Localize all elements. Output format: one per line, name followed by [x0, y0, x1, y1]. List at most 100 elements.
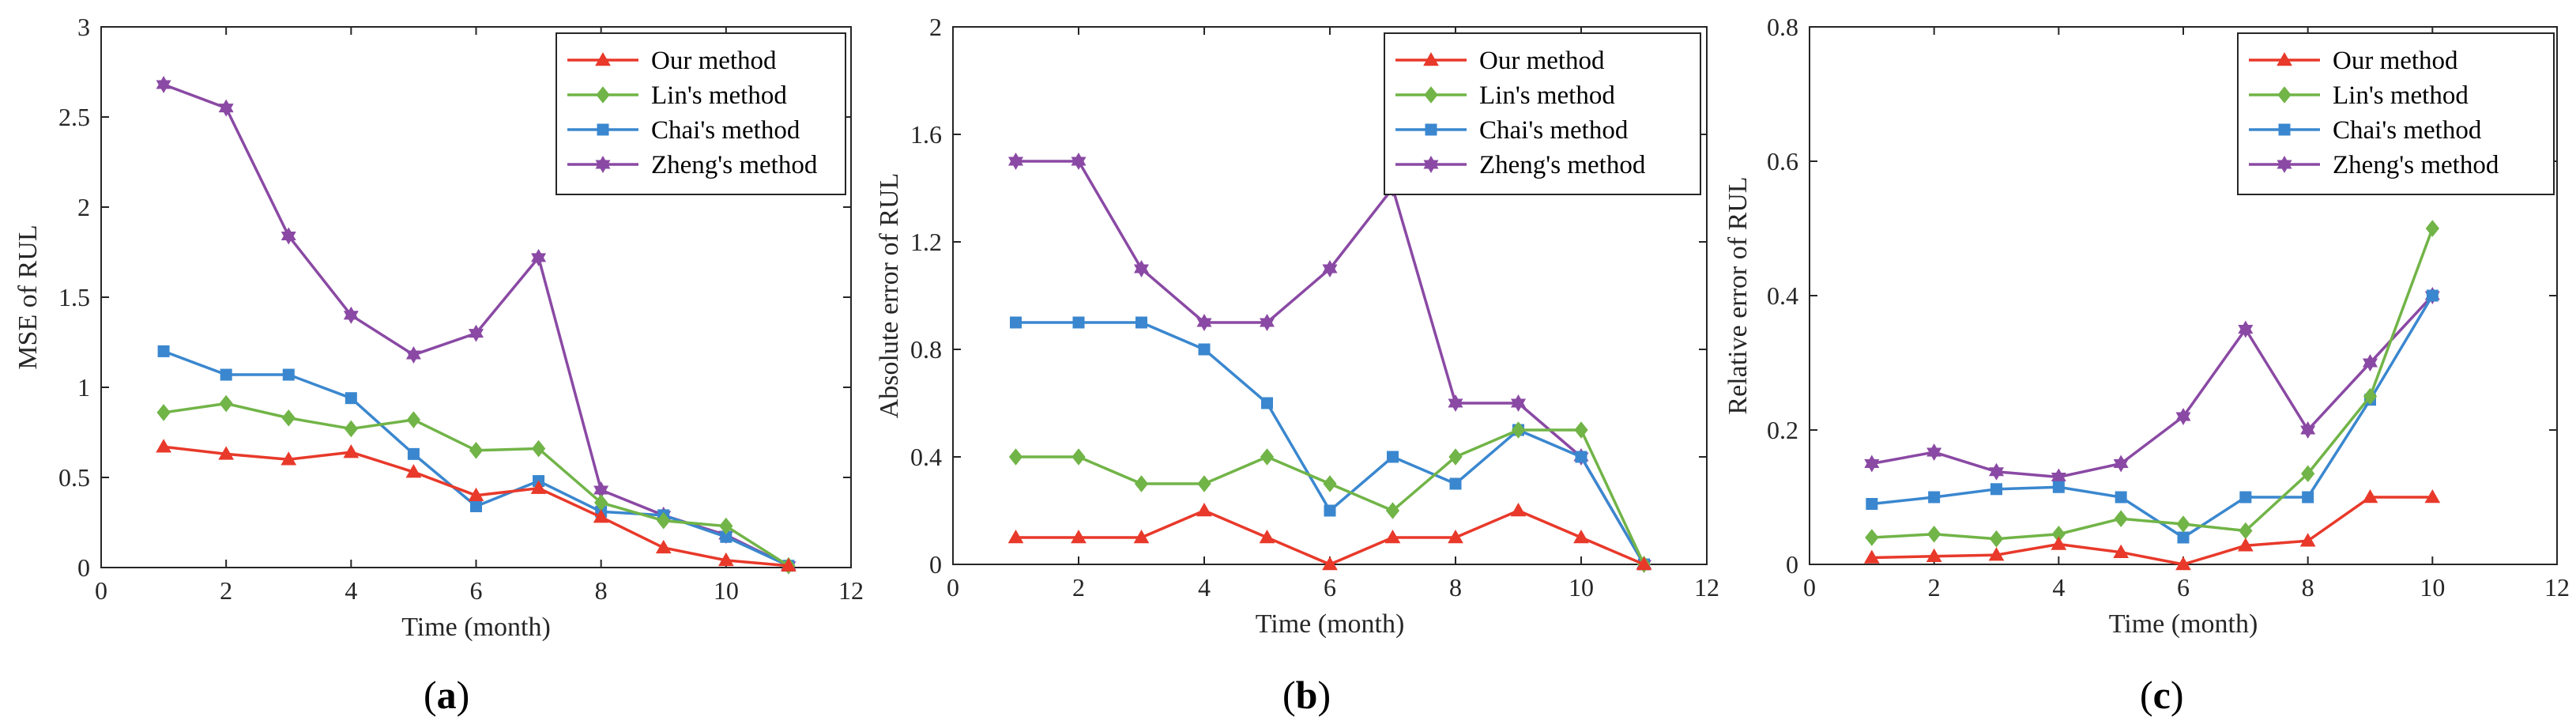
data-point-our: [156, 439, 171, 453]
x-tick-label: 12: [838, 576, 864, 605]
y-tick-label: 0.6: [1767, 147, 1798, 175]
y-tick-label: 1: [77, 373, 90, 402]
data-point-our: [2051, 536, 2067, 550]
data-point-chai: [2239, 491, 2252, 504]
legend-marker-zheng: [595, 156, 611, 173]
data-point-chai: [157, 345, 170, 357]
data-point-zheng: [281, 227, 296, 245]
data-point-our: [1448, 529, 1463, 544]
legend-label-lin: Lin's method: [651, 81, 787, 110]
panel-label-open: (: [1282, 673, 1296, 717]
series-line-chai: [1871, 295, 2434, 539]
x-tick-label: 4: [2052, 573, 2065, 602]
data-point-lin: [657, 511, 671, 530]
data-point-chai: [2302, 491, 2314, 504]
series-our: [1863, 488, 2441, 571]
legend: Our method Lin's method Chai's method Zheng…: [555, 32, 846, 195]
data-point-zheng: [1448, 394, 1463, 412]
data-point-chai: [282, 368, 295, 381]
panel-label-open: (: [424, 673, 437, 717]
series-chai: [1866, 289, 2439, 544]
data-point-our: [2299, 533, 2316, 547]
legend-label-zheng: Zheng's method: [651, 151, 818, 179]
data-point-lin: [719, 517, 733, 535]
data-point-chai: [2115, 491, 2127, 504]
data-point-lin: [344, 420, 358, 438]
data-point-our: [1133, 529, 1150, 544]
y-tick-label: 1.2: [910, 228, 942, 256]
data-point-chai: [345, 392, 357, 405]
legend-marker-chai: [1425, 123, 1437, 136]
panel-label-letter: b: [1296, 673, 1318, 717]
data-point-lin: [1008, 448, 1023, 466]
legend: Our method Lin's method Chai's method Zheng…: [2237, 32, 2555, 195]
series-zheng: [1864, 287, 2440, 486]
x-tick-label: 4: [345, 576, 357, 605]
y-tick-label: 0: [77, 553, 90, 582]
y-axis-label: Absolute error of RUL: [875, 173, 904, 419]
data-point-our: [405, 464, 422, 478]
data-point-lin: [1197, 475, 1211, 492]
data-point-our: [1863, 549, 1880, 564]
data-point-zheng: [1071, 153, 1087, 170]
x-tick-label: 6: [2177, 573, 2190, 602]
panel-label-open: (: [2140, 673, 2153, 717]
legend-marker-chai: [2278, 123, 2291, 136]
data-point-our: [343, 444, 360, 458]
x-tick-label: 4: [1198, 573, 1211, 602]
x-tick-label: 8: [2302, 573, 2314, 602]
x-tick-label: 12: [1694, 573, 1719, 602]
series-chai: [1010, 316, 1650, 571]
data-point-our: [2362, 488, 2378, 504]
data-point-our: [1510, 502, 1527, 517]
data-point-our: [2113, 544, 2130, 558]
data-point-lin: [1323, 475, 1337, 492]
data-point-chai: [1928, 491, 1941, 504]
legend: Our method Lin's method Chai's method Zheng…: [1384, 32, 1701, 195]
data-point-our: [218, 446, 235, 460]
data-point-lin: [1927, 525, 1941, 543]
panel-label-letter: c: [2153, 673, 2171, 717]
y-tick-label: 0.2: [1767, 416, 1798, 444]
data-point-zheng: [156, 75, 171, 93]
data-point-zheng: [2362, 354, 2378, 372]
data-point-chai: [2426, 289, 2439, 302]
data-point-our: [1636, 556, 1652, 571]
legend-label-zheng: Zheng's method: [1479, 151, 1646, 179]
legend-label-chai: Chai's method: [651, 116, 800, 145]
y-tick-label: 1.5: [58, 283, 90, 311]
data-point-our: [1259, 529, 1275, 544]
legend-marker-lin: [2277, 86, 2292, 104]
y-tick-label: 0.8: [910, 335, 942, 364]
data-point-zheng: [343, 306, 359, 324]
legend-marker-chai: [597, 123, 609, 136]
data-point-lin: [2176, 515, 2190, 533]
data-point-our: [1322, 556, 1338, 571]
legend-marker-lin: [1424, 86, 1438, 104]
series-line-our: [1871, 496, 2433, 566]
legend-marker-zheng: [1423, 156, 1439, 173]
panel-label-close: ): [2171, 673, 2184, 717]
x-tick-label: 0: [947, 573, 959, 602]
data-point-our: [1196, 502, 1212, 517]
data-point-chai: [1449, 477, 1462, 490]
data-point-zheng: [1988, 462, 2005, 481]
data-point-zheng: [405, 345, 421, 364]
data-point-zheng: [1864, 455, 1880, 473]
data-point-zheng: [1259, 314, 1275, 331]
x-axis-label: Time (month): [1256, 609, 1405, 639]
panel-label: (c): [2140, 673, 2184, 717]
data-point-lin: [1865, 529, 1879, 546]
y-tick-label: 0: [929, 550, 942, 579]
data-point-lin: [2425, 220, 2439, 237]
data-point-our: [468, 487, 484, 502]
data-point-chai: [1198, 343, 1211, 356]
data-point-chai: [407, 447, 420, 460]
series-line-lin: [1015, 428, 1646, 565]
x-tick-label: 0: [95, 576, 107, 605]
data-point-our: [1071, 529, 1087, 544]
legend-label-our: Our method: [1479, 47, 1605, 75]
data-point-lin: [156, 404, 171, 421]
data-point-chai: [1010, 316, 1022, 329]
